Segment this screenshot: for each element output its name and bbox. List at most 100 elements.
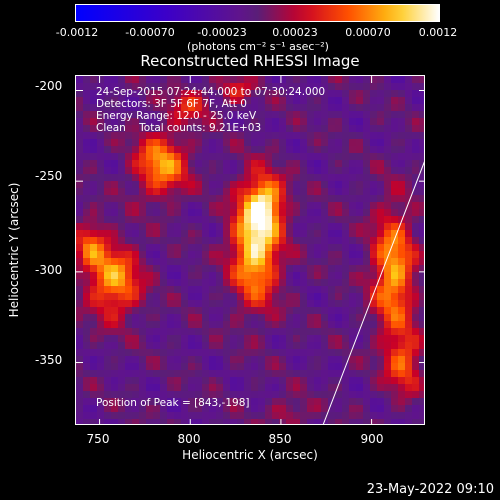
- heatmap-cell: [83, 412, 91, 420]
- heatmap-cell: [412, 272, 420, 280]
- heatmap-cell: [279, 139, 287, 147]
- heatmap-cell: [237, 335, 245, 343]
- heatmap-cell: [125, 216, 133, 224]
- heatmap-cell: [272, 286, 280, 294]
- heatmap-cell: [398, 286, 406, 294]
- heatmap-cell: [342, 384, 350, 392]
- heatmap-cell: [160, 237, 168, 245]
- heatmap-cell: [314, 314, 322, 322]
- heatmap-cell: [363, 167, 371, 175]
- heatmap-cell: [118, 181, 126, 189]
- heatmap-cell: [237, 202, 245, 210]
- heatmap-cell: [251, 370, 259, 378]
- heatmap-cell: [384, 300, 392, 308]
- heatmap-cell: [237, 83, 245, 91]
- heatmap-cell: [349, 111, 357, 119]
- heatmap-cell: [279, 237, 287, 245]
- heatmap-cell: [188, 412, 196, 420]
- heatmap-cell: [195, 307, 203, 315]
- heatmap-cell: [83, 370, 91, 378]
- heatmap-cell: [293, 202, 301, 210]
- heatmap-cell: [188, 76, 196, 84]
- heatmap-cell: [398, 104, 406, 112]
- heatmap-cell: [230, 335, 238, 343]
- heatmap-cell: [160, 307, 168, 315]
- heatmap-cell: [230, 223, 238, 231]
- heatmap-cell: [76, 293, 84, 301]
- heatmap-cell: [132, 335, 140, 343]
- heatmap-cell: [209, 265, 217, 273]
- heatmap-cell: [412, 335, 420, 343]
- heatmap-cell: [279, 160, 287, 168]
- heatmap-cell: [202, 237, 210, 245]
- heatmap-cell: [97, 342, 105, 350]
- heatmap-cell: [244, 139, 252, 147]
- heatmap-cell: [146, 209, 154, 217]
- heatmap-cell: [97, 258, 105, 266]
- heatmap-cell: [412, 349, 420, 357]
- heatmap-cell: [97, 76, 105, 84]
- heatmap-cell: [377, 139, 385, 147]
- heatmap-cell: [286, 272, 294, 280]
- heatmap-cell: [265, 132, 273, 140]
- heatmap-cell: [174, 104, 182, 112]
- heatmap-cell: [272, 216, 280, 224]
- heatmap-cell: [125, 202, 133, 210]
- heatmap-cell: [216, 188, 224, 196]
- heatmap-cell: [139, 314, 147, 322]
- heatmap-cell: [314, 258, 322, 266]
- heatmap-cell: [230, 125, 238, 133]
- x-axis-label: Heliocentric X (arcsec): [182, 448, 318, 462]
- heatmap-cell: [342, 153, 350, 161]
- heatmap-cell: [307, 118, 315, 126]
- heatmap-cell: [251, 356, 259, 364]
- heatmap-cell: [377, 307, 385, 315]
- heatmap-cell: [160, 167, 168, 175]
- heatmap-cell: [104, 419, 112, 424]
- heatmap-cell: [153, 202, 161, 210]
- heatmap-cell: [188, 244, 196, 252]
- heatmap-cell: [356, 321, 364, 329]
- heatmap-cell: [167, 132, 175, 140]
- heatmap-cell: [314, 405, 322, 413]
- heatmap-cell: [384, 111, 392, 119]
- heatmap-cell: [97, 146, 105, 154]
- heatmap-cell: [293, 384, 301, 392]
- heatmap-cell: [314, 279, 322, 287]
- heatmap-cell: [356, 265, 364, 273]
- heatmap-cell: [223, 391, 231, 399]
- heatmap-cell: [76, 279, 84, 287]
- heatmap-cell: [293, 146, 301, 154]
- heatmap-cell: [90, 244, 98, 252]
- heatmap-cell: [167, 377, 175, 385]
- heatmap-cell: [160, 321, 168, 329]
- heatmap-cell: [76, 321, 84, 329]
- heatmap-cell: [174, 167, 182, 175]
- heatmap-cell: [111, 181, 119, 189]
- heatmap-cell: [251, 328, 259, 336]
- heatmap-cell: [90, 335, 98, 343]
- heatmap-cell: [216, 293, 224, 301]
- heatmap-cell: [335, 300, 343, 308]
- heatmap-cell: [314, 237, 322, 245]
- heatmap-cell: [209, 160, 217, 168]
- heatmap-cell: [363, 230, 371, 238]
- heatmap-cell: [314, 300, 322, 308]
- heatmap-cell: [188, 90, 196, 98]
- heatmap-cell: [384, 258, 392, 266]
- heatmap-cell: [139, 83, 147, 91]
- heatmap-cell: [167, 104, 175, 112]
- heatmap-cell: [223, 195, 231, 203]
- heatmap-cell: [405, 181, 413, 189]
- heatmap-cell: [370, 153, 378, 161]
- heatmap-cell: [307, 335, 315, 343]
- heatmap-cell: [223, 139, 231, 147]
- heatmap-cell: [181, 202, 189, 210]
- heatmap-cell: [160, 328, 168, 336]
- heatmap-cell: [391, 76, 399, 84]
- heatmap-cell: [153, 76, 161, 84]
- heatmap-cell: [265, 160, 273, 168]
- heatmap-cell: [251, 384, 259, 392]
- heatmap-cell: [321, 132, 329, 140]
- heatmap-cell: [300, 307, 308, 315]
